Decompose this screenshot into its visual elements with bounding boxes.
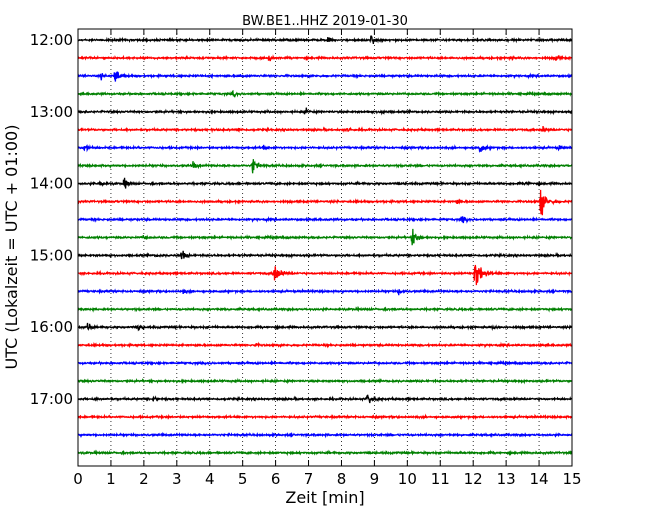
x-tick-label: 13 <box>497 470 516 488</box>
trace-line <box>77 159 573 174</box>
trace-line <box>77 35 573 44</box>
trace-line <box>77 89 573 99</box>
trace-line <box>77 431 573 439</box>
x-tick-labels: 0 1 2 3 4 5 6 7 8 9 10 11 12 13 14 15 <box>73 470 581 488</box>
x-tick-label: 12 <box>464 470 483 488</box>
trace-line <box>77 359 573 367</box>
trace-line <box>77 288 573 296</box>
y-tick-label: 17:00 <box>30 390 73 408</box>
x-tick-label: 6 <box>271 470 281 488</box>
y-tick-label: 14:00 <box>30 175 73 193</box>
y-tick-label: 16:00 <box>30 318 73 336</box>
trace-line <box>77 189 573 216</box>
trace-line <box>77 305 573 313</box>
x-tick-label: 0 <box>73 470 83 488</box>
y-tick-labels: 12:00 13:00 14:00 15:00 16:00 17:00 <box>30 31 73 408</box>
trace-line <box>77 71 573 82</box>
trace-line <box>77 413 573 421</box>
trace-line <box>77 107 573 116</box>
trace-line <box>77 144 573 153</box>
x-tick-label: 5 <box>238 470 248 488</box>
seismic-traces <box>77 35 573 457</box>
trace-line <box>77 377 573 385</box>
x-tick-label: 7 <box>304 470 314 488</box>
y-tick-label: 15:00 <box>30 246 73 264</box>
plot-frame <box>77 28 573 467</box>
x-tick-label: 3 <box>172 470 182 488</box>
trace-line <box>77 125 573 134</box>
x-tick-label: 11 <box>431 470 450 488</box>
trace-line <box>77 228 573 246</box>
trace-line <box>77 394 573 404</box>
x-tick-label: 2 <box>139 470 149 488</box>
y-tick-label: 13:00 <box>30 103 73 121</box>
y-tick-label: 12:00 <box>30 31 73 49</box>
x-tick-label: 4 <box>205 470 215 488</box>
trace-line <box>77 250 573 260</box>
trace-line <box>77 341 573 349</box>
x-tick-label: 14 <box>530 470 549 488</box>
trace-line <box>77 264 573 286</box>
x-tick-label: 15 <box>562 470 581 488</box>
x-axis-label: Zeit [min] <box>285 488 364 507</box>
trace-line <box>77 177 573 189</box>
trace-line <box>77 215 573 224</box>
axis-ticks <box>77 29 573 466</box>
vertical-grid <box>110 29 540 466</box>
x-tick-label: 8 <box>337 470 347 488</box>
y-axis-label: UTC (Lokalzeit = UTC + 01:00) <box>2 125 21 370</box>
trace-line <box>77 322 573 332</box>
trace-line <box>77 54 573 62</box>
x-tick-label: 1 <box>106 470 116 488</box>
x-tick-label: 9 <box>370 470 380 488</box>
x-tick-label: 10 <box>398 470 417 488</box>
chart-title: BW.BE1..HHZ 2019-01-30 <box>242 14 408 29</box>
trace-line <box>77 449 573 457</box>
